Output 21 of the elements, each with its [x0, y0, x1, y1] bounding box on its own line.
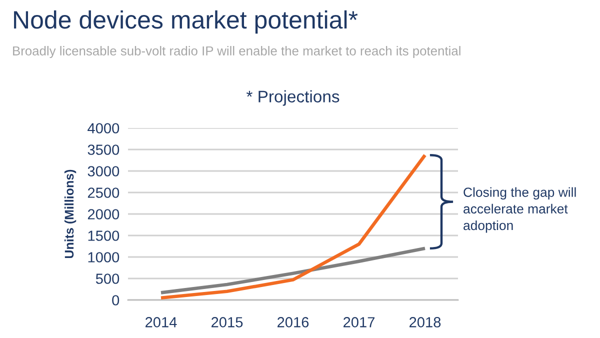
x-tick-label: 2018 [410, 317, 441, 328]
y-tick-label: 3000 [88, 166, 120, 176]
x-tick-label: 2016 [278, 317, 309, 328]
x-tick-label: 2014 [146, 317, 177, 328]
x-tick-label: 2015 [212, 317, 243, 328]
text: Closing the gap will accelerate market adoption [464, 187, 576, 233]
y-tick-label: 2000 [88, 209, 120, 220]
x-tick-label: 2017 [344, 317, 374, 328]
text: * Projections [246, 90, 340, 106]
chart-title: Node devices market potential* [14, 10, 358, 34]
y-tick-label: 500 [96, 274, 120, 284]
chart-subtitle: Broadly licensable sub-volt radio IP will enable the market to reach its potential [13, 46, 460, 58]
y-tick-label: 0 [112, 295, 120, 306]
line-series [159, 153, 427, 300]
line-series [159, 246, 427, 294]
y-tick-label: 2500 [88, 188, 120, 198]
y-tick-label: 3500 [88, 144, 120, 155]
y-tick-label: 1500 [88, 230, 120, 241]
y-tick-label: 1000 [88, 252, 120, 262]
y-tick-label: 4000 [88, 123, 120, 134]
y-axis-title: Units (Millions) [64, 170, 76, 258]
